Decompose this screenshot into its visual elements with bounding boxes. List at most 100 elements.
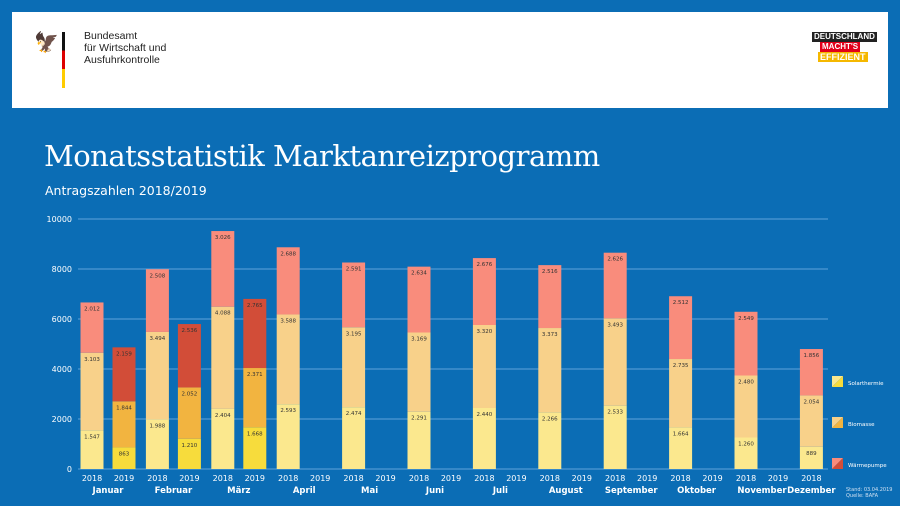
data-label: 2.676 — [477, 262, 493, 268]
bar-segment-biomasse — [472, 325, 496, 408]
organization-name: Bundesamt für Wirtschaft und Ausfuhrkont… — [84, 30, 166, 66]
bar-segment-solarthermie — [799, 446, 823, 469]
org-line: Bundesamt — [84, 30, 138, 42]
data-label: 2.474 — [346, 411, 362, 417]
bar-segment-wärmepumpe — [734, 311, 758, 376]
legend-label: Solarthermie — [848, 381, 884, 387]
bar-segment-biomasse — [669, 359, 693, 428]
bar-segment-solarthermie — [538, 412, 562, 469]
bar-segment-wärmepumpe — [669, 296, 693, 360]
data-label: 2.508 — [150, 273, 166, 279]
data-label: 1.856 — [804, 353, 820, 359]
header-banner — [12, 12, 888, 108]
bar-segment-wärmepumpe — [472, 258, 496, 325]
bar-segment-solarthermie — [407, 411, 431, 469]
bar-segment-biomasse — [211, 306, 235, 409]
x-month-label: August — [549, 486, 583, 496]
legend-swatch — [832, 376, 843, 387]
data-label: 2.626 — [607, 257, 623, 263]
source: Quelle: BAFA — [846, 493, 878, 499]
data-label: 2.536 — [182, 328, 198, 334]
data-label: 1.210 — [182, 443, 198, 449]
bar-segment-biomasse — [734, 375, 758, 438]
data-label: 2.404 — [215, 413, 231, 419]
x-year-label: 2019 — [441, 474, 461, 483]
data-label: 1.668 — [247, 431, 263, 437]
data-label: 2.593 — [280, 408, 296, 414]
x-year-label: 2019 — [114, 474, 134, 483]
y-tick-label: 6000 — [52, 315, 72, 324]
data-label: 2.591 — [346, 267, 362, 273]
bar-segment-solarthermie — [112, 447, 136, 469]
x-year-label: 2018 — [540, 474, 560, 483]
bar-segment-solarthermie — [177, 438, 201, 469]
bar-segment-biomasse — [799, 395, 823, 447]
x-year-label: 2018 — [343, 474, 363, 483]
x-year-label: 2019 — [637, 474, 657, 483]
x-month-label: Mai — [361, 486, 378, 496]
bar-segment-biomasse — [276, 314, 300, 405]
data-label: 3.493 — [607, 322, 623, 328]
bar-segment-wärmepumpe — [145, 269, 169, 332]
page-subtitle: Antragszahlen 2018/2019 — [45, 183, 207, 198]
x-month-label: Juli — [492, 486, 508, 496]
x-month-label: März — [227, 486, 250, 496]
org-line: Ausfuhrkontrolle — [84, 54, 160, 66]
data-label: 1.988 — [150, 423, 166, 429]
data-label: 2.512 — [673, 300, 689, 306]
bar-segment-wärmepumpe — [407, 266, 431, 333]
data-label: 1.260 — [738, 442, 754, 448]
bar-segment-solarthermie — [603, 405, 627, 469]
x-month-label: Januar — [92, 486, 125, 496]
bar-segment-wärmepumpe — [603, 252, 627, 319]
data-label: 2.688 — [280, 251, 296, 257]
data-label: 2.159 — [116, 351, 132, 357]
logo-line: DEUTSCHLAND — [812, 32, 877, 42]
stand-date: Stand: 03.04.2019 — [846, 487, 893, 493]
data-label: 4.088 — [215, 311, 231, 317]
bar-segment-solarthermie — [342, 407, 366, 469]
x-year-label: 2019 — [375, 474, 395, 483]
bar-segment-wärmepumpe — [80, 302, 104, 353]
data-label: 1.844 — [116, 405, 132, 411]
data-label: 2.735 — [673, 363, 689, 369]
legend-label: Biomasse — [848, 422, 875, 428]
bar-segment-wärmepumpe — [342, 262, 366, 328]
x-month-label: Dezember — [787, 486, 836, 496]
data-label: 1.547 — [84, 434, 100, 440]
x-year-label: 2018 — [801, 474, 821, 483]
page-title: Monatsstatistik Marktanreizprogramm — [44, 139, 600, 173]
y-tick-label: 4000 — [52, 365, 72, 374]
bar-segment-solarthermie — [211, 408, 235, 469]
data-label: 3.494 — [150, 336, 166, 342]
campaign-logo: DEUTSCHLAND MACHT'S EFFIZIENT — [812, 32, 877, 63]
x-month-label: September — [605, 486, 659, 496]
data-label: 2.533 — [607, 410, 623, 416]
data-label: 2.440 — [477, 412, 493, 418]
data-label: 3.320 — [477, 329, 493, 335]
y-tick-label: 2000 — [52, 415, 72, 424]
x-year-label: 2018 — [474, 474, 494, 483]
y-tick-label: 8000 — [52, 265, 72, 274]
bar-segment-biomasse — [407, 332, 431, 412]
data-label: 3.588 — [280, 318, 296, 324]
legend-swatch — [832, 458, 843, 469]
bar-segment-wärmepumpe — [276, 247, 300, 315]
flag-stripe — [62, 32, 65, 88]
data-label: 2.371 — [247, 372, 263, 378]
x-month-label: November — [737, 486, 787, 496]
x-year-label: 2019 — [572, 474, 592, 483]
bar-segment-solarthermie — [734, 437, 758, 469]
x-month-label: Oktober — [677, 486, 717, 496]
bar-segment-wärmepumpe — [799, 349, 823, 396]
legend-label: Wärmepumpe — [848, 463, 887, 469]
x-month-label: Juni — [425, 486, 444, 496]
x-year-label: 2018 — [82, 474, 102, 483]
data-label: 2.634 — [411, 271, 427, 277]
data-label: 3.373 — [542, 332, 558, 338]
bar-segment-solarthermie — [669, 427, 693, 469]
data-label: 3.026 — [215, 235, 231, 241]
bar-segment-biomasse — [145, 331, 169, 420]
bar-segment-biomasse — [243, 368, 267, 428]
